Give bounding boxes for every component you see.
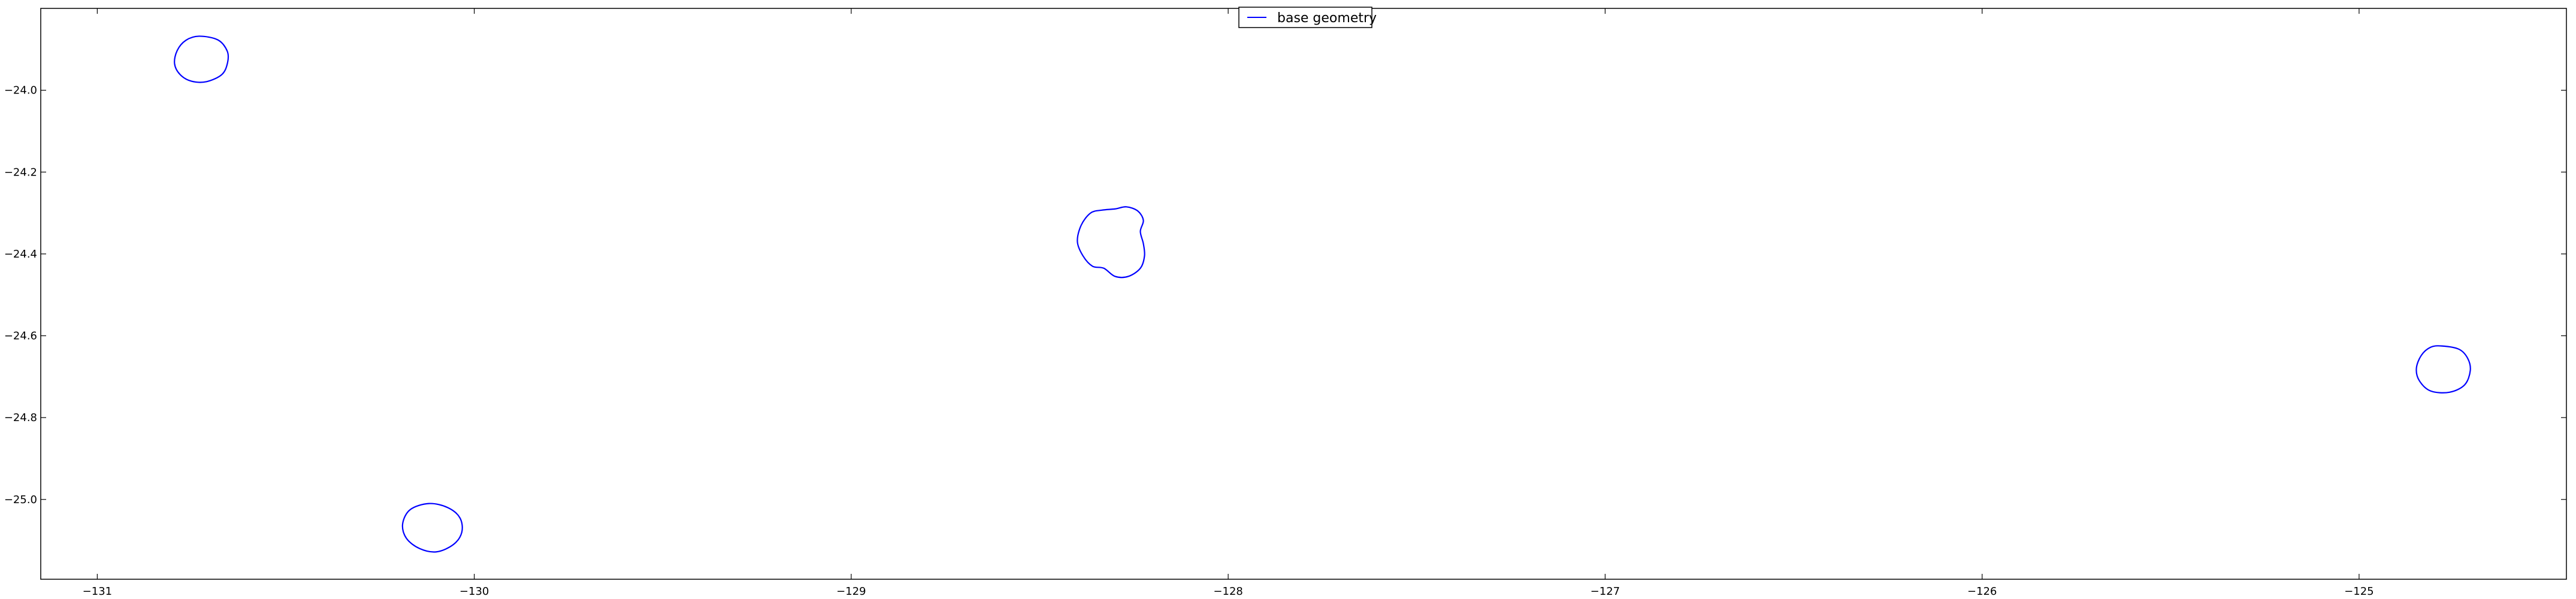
- x-tick-label-6: −125: [2344, 585, 2374, 598]
- legend: base geometry: [1238, 7, 1377, 28]
- legend-label: base geometry: [1277, 11, 1377, 26]
- x-tick-label-1: −130: [459, 585, 489, 598]
- y-tick-label-1: −24.2: [4, 166, 37, 179]
- ticks-layer: −131 −130 −129 −128 −127 −126 −125 −24.0 −24.2 −2…: [4, 8, 2566, 598]
- x-tick-label-2: −129: [836, 585, 866, 598]
- geometry-outline-3: [401, 503, 463, 553]
- y-tick-label-4: −24.8: [4, 412, 37, 424]
- y-tick-label-5: −25.0: [4, 494, 37, 506]
- geometry-outline-4: [2415, 345, 2471, 394]
- x-tick-label-3: −128: [1213, 585, 1242, 598]
- x-tick-label-5: −126: [1967, 585, 1997, 598]
- series-layer: [174, 35, 2471, 553]
- x-tick-label-4: −127: [1591, 585, 1620, 598]
- y-tick-label-2: −24.4: [4, 248, 37, 261]
- y-tick-label-0: −24.0: [4, 84, 37, 97]
- geometry-outline-1: [174, 35, 229, 83]
- geometry-outline-2: [1077, 206, 1145, 279]
- x-tick-label-0: −131: [83, 585, 112, 598]
- y-tick-label-3: −24.6: [4, 330, 37, 343]
